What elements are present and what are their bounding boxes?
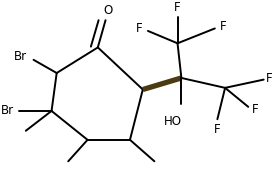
- Text: F: F: [266, 72, 273, 85]
- Text: Br: Br: [14, 50, 27, 63]
- Text: F: F: [252, 103, 259, 116]
- Text: HO: HO: [163, 115, 181, 128]
- Text: F: F: [136, 22, 143, 35]
- Text: F: F: [220, 20, 227, 33]
- Text: O: O: [104, 4, 113, 17]
- Text: Br: Br: [1, 104, 14, 117]
- Text: F: F: [214, 122, 221, 136]
- Text: F: F: [174, 1, 181, 14]
